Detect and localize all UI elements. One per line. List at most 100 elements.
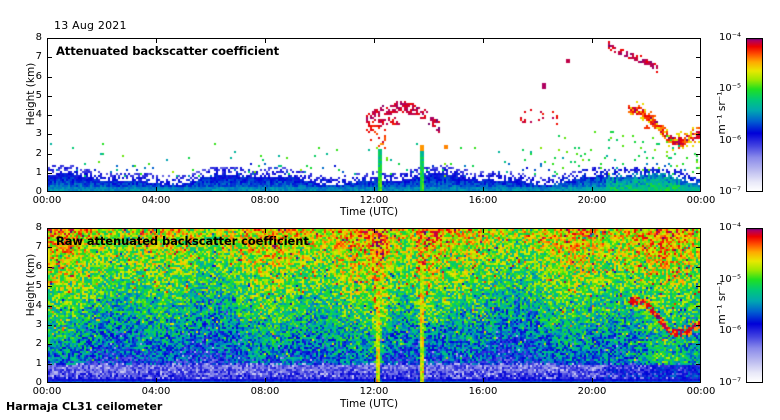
y-tick-label: 2	[35, 147, 42, 159]
y-tick-mark	[47, 115, 52, 117]
x-tick-label: 08:00	[250, 195, 280, 206]
instrument-footer-label: Harmaja CL31 ceilometer	[6, 400, 163, 413]
y-tick-mark	[47, 247, 52, 249]
colorbar-tick-label: 10⁻⁴	[718, 32, 741, 43]
colorbar-tick-label: 10⁻⁵	[718, 83, 741, 95]
y-tick-mark-right	[696, 115, 701, 117]
x-tick-mark-top	[265, 38, 267, 43]
raw-attenuated-backscatter-heatmap	[48, 229, 700, 382]
y-tick-label: 4	[35, 299, 42, 311]
y-tick-mark	[47, 173, 52, 175]
y-tick-label: 1	[35, 166, 42, 178]
y-tick-mark	[47, 306, 52, 308]
x-tick-mark	[156, 378, 158, 383]
x-tick-label: 04:00	[141, 195, 171, 206]
x-tick-mark-top	[374, 38, 376, 43]
x-tick-label: 12:00	[359, 195, 389, 206]
x-tick-mark	[265, 378, 267, 383]
panel-2-colorbar	[746, 228, 763, 383]
y-tick-label: 2	[35, 338, 42, 350]
x-tick-mark	[592, 187, 594, 192]
x-tick-mark-top	[483, 228, 485, 233]
y-tick-label: 6	[35, 70, 42, 82]
y-tick-label: 5	[35, 280, 42, 292]
colorbar-tick-label: 10⁻⁴	[718, 222, 741, 233]
x-tick-mark	[156, 187, 158, 192]
attenuated-backscatter-heatmap	[48, 39, 700, 191]
colorbar-tick-label: 10⁻⁶	[718, 134, 741, 146]
x-tick-label: 12:00	[359, 386, 389, 397]
y-tick-label: 0	[35, 186, 42, 197]
panel-1-colorbar-unit: m⁻¹ sr⁻¹	[716, 91, 728, 135]
panel-1-y-axis-label: Height (km)	[25, 62, 37, 126]
panel-2-y-axis-label: Height (km)	[25, 253, 37, 317]
x-tick-mark-top	[265, 228, 267, 233]
x-tick-mark	[592, 378, 594, 383]
y-tick-mark	[47, 77, 52, 79]
x-tick-mark-top	[156, 228, 158, 233]
y-tick-mark-right	[696, 57, 701, 59]
x-tick-mark	[483, 378, 485, 383]
y-tick-label: 6	[35, 260, 42, 272]
x-tick-mark	[374, 378, 376, 383]
x-tick-label: 16:00	[468, 386, 498, 397]
y-tick-mark-right	[696, 96, 701, 98]
y-tick-label: 8	[35, 32, 42, 43]
x-tick-mark-top	[592, 228, 594, 233]
colorbar-tick-label: 10⁻⁵	[718, 273, 741, 285]
panel-1-x-axis-label: Time (UTC)	[340, 206, 399, 218]
y-tick-label: 1	[35, 357, 42, 369]
y-tick-mark-right	[696, 134, 701, 136]
x-tick-label: 20:00	[577, 195, 607, 206]
x-tick-label: 00:00	[686, 195, 716, 206]
panel-2-x-axis-label: Time (UTC)	[340, 398, 399, 410]
y-tick-mark	[47, 134, 52, 136]
y-tick-label: 3	[35, 128, 42, 140]
colorbar-tick-label: 10⁻⁷	[718, 377, 741, 388]
y-tick-mark-right	[696, 286, 701, 288]
x-tick-mark-top	[483, 38, 485, 43]
y-tick-label: 7	[35, 51, 42, 63]
y-tick-mark	[47, 325, 52, 327]
colorbar-gradient	[747, 39, 762, 191]
x-tick-label: 00:00	[32, 386, 62, 397]
x-tick-mark	[265, 187, 267, 192]
y-tick-mark-right	[696, 77, 701, 79]
y-tick-mark-right	[696, 325, 701, 327]
x-tick-mark	[374, 187, 376, 192]
y-tick-label: 3	[35, 318, 42, 330]
y-tick-mark	[47, 267, 52, 269]
y-tick-mark	[47, 286, 52, 288]
x-tick-mark-top	[156, 38, 158, 43]
panel-1-colorbar	[746, 38, 763, 192]
panel-2-colorbar-unit: m⁻¹ sr⁻¹	[716, 281, 728, 325]
y-tick-label: 0	[35, 377, 42, 388]
x-tick-label: 16:00	[468, 195, 498, 206]
y-tick-mark-right	[696, 154, 701, 156]
y-tick-mark-right	[696, 364, 701, 366]
y-tick-label: 4	[35, 109, 42, 120]
x-tick-label: 08:00	[250, 386, 280, 397]
colorbar-tick-label: 10⁻⁶	[718, 325, 741, 337]
y-tick-mark-right	[696, 173, 701, 175]
y-tick-mark	[47, 96, 52, 98]
y-tick-label: 8	[35, 222, 42, 233]
date-label: 13 Aug 2021	[54, 19, 127, 32]
x-tick-label: 00:00	[686, 386, 716, 397]
y-tick-mark	[47, 344, 52, 346]
y-tick-mark	[47, 57, 52, 59]
y-tick-mark-right	[696, 344, 701, 346]
y-tick-mark-right	[696, 306, 701, 308]
y-tick-mark-right	[696, 247, 701, 249]
panel-1-title: Attenuated backscatter coefficient	[56, 44, 280, 58]
y-tick-mark	[47, 364, 52, 366]
y-tick-mark-right	[696, 267, 701, 269]
x-tick-label: 04:00	[141, 386, 171, 397]
x-tick-label: 00:00	[32, 195, 62, 206]
colorbar-tick-label: 10⁻⁷	[718, 186, 741, 197]
x-tick-mark-top	[592, 38, 594, 43]
y-tick-label: 7	[35, 241, 42, 253]
x-tick-label: 20:00	[577, 386, 607, 397]
x-tick-mark-top	[374, 228, 376, 233]
